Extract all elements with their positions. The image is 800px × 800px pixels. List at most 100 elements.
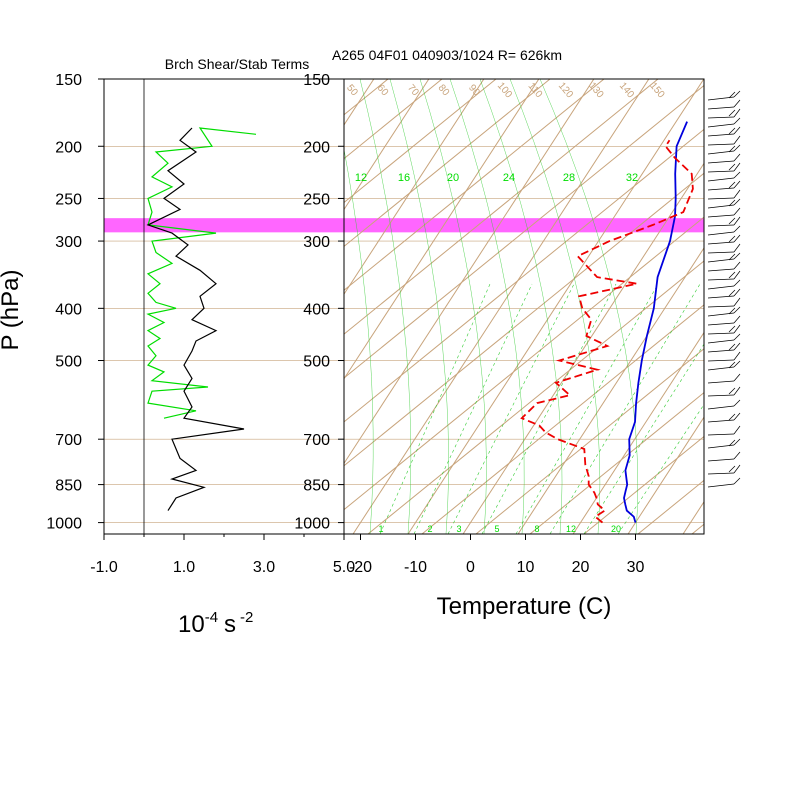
right-y-tick-label: 700 [303,432,330,449]
moist-adiabat-line [389,79,449,534]
left-highlight-band [104,218,344,233]
right-y-tick-label: 150 [303,72,330,89]
wind-barb-flag [728,289,736,297]
dry-adiabat-label: 130 [586,80,605,100]
wind-barb-staff [707,177,735,182]
wind-barb [707,306,741,317]
mixing-ratio-label: 20 [447,172,459,184]
wind-barb [707,243,741,254]
right-title: A265 04F01 040903/1024 R= 626km [332,47,562,63]
wind-barb [707,351,741,362]
wind-barb [707,412,741,423]
wind-barb-staff [707,251,735,254]
wind-barb-staff [707,258,735,263]
wind-barb-flag [728,91,736,99]
wind-barbs [707,90,741,488]
dry-adiabat-line [475,348,704,534]
wind-barb-staff [707,197,735,200]
wind-barb-flag [728,109,736,117]
wind-barb [707,108,741,119]
dry-adiabat-label: 80 [436,83,452,99]
right-highlight-band [344,218,704,233]
wind-barb-flag [733,180,741,189]
wind-barb [707,180,741,191]
wind-barb [707,90,741,101]
wind-barb [707,216,741,227]
wind-barb-flag [733,225,741,233]
dry-adiabat-line [344,172,704,467]
wind-barb-flag [733,243,741,253]
wind-barb-staff [707,332,735,335]
left-y-tick-label: 200 [55,139,82,156]
moist-adiabat-line [509,79,601,534]
wind-barb-flag [728,439,736,447]
wind-barb-flag [733,464,741,474]
wind-barb [707,451,741,462]
mixing-ratio-bottom-label: 3 [456,524,461,534]
isotherm-line [407,79,704,534]
wind-barb [707,288,741,299]
mixing-ratio-label: 12 [355,172,367,184]
dry-adiabat-line [367,260,704,534]
wind-barb-staff [707,295,735,299]
right-frame [343,78,705,535]
wind-barb-flag [733,216,741,226]
left-x-label-unit: s [224,611,236,638]
left-series-line-green [146,127,257,419]
mixing-ratio-label: 24 [503,172,515,184]
dry-adiabat-line [344,216,704,511]
dry-adiabat-line [344,79,551,248]
wind-barb [707,225,741,236]
wind-barb-flag [733,360,741,368]
left-y-tick-label: 150 [55,72,82,89]
wind-barb-flag [728,361,736,369]
wind-barb-staff [707,268,735,272]
wind-barb-flag [733,144,741,152]
wind-barb-flag [728,145,736,153]
mixing-ratio-line [447,283,575,534]
right-background-grid [344,79,704,534]
isotherm-line [462,162,704,534]
wind-barb-staff [707,433,735,436]
wind-barb [707,297,741,308]
dry-adiabat-line [344,128,704,423]
dry-adiabat-line [421,304,704,534]
wind-barb-flag [733,252,741,260]
wind-barb-flag [728,465,736,473]
dry-adiabat-label: 140 [617,80,636,100]
dry-adiabat-label: 150 [647,80,666,100]
mixing-ratio-label: 28 [563,172,575,184]
wind-barb-flag [733,306,741,314]
wind-barb-staff [707,160,735,164]
mixing-ratio-bottom-label: 8 [534,524,539,534]
wind-barb [707,425,741,436]
wind-barb [707,207,741,218]
wind-barb-staff [707,394,735,397]
moist-adiabat-line [449,79,525,534]
wind-barb-staff [707,143,735,146]
wind-barb [707,315,741,326]
wind-barb [707,360,741,371]
wind-barb-flag [733,90,741,98]
wind-barb-staff [707,458,735,462]
wind-barb-flag [728,163,736,171]
wind-barb-staff [707,123,735,128]
wind-barb-flag [733,234,741,243]
mixing-ratio-line [583,343,704,534]
wind-barb [707,399,741,410]
dry-adiabat-line [691,523,704,534]
mixing-ratio-bottom-label: 12 [566,524,576,534]
wind-barb-staff [707,339,735,344]
wind-barb [707,464,741,475]
moist-adiabat-line [344,147,374,534]
wind-barb-staff [707,214,735,218]
right-x-tick-label: 30 [627,559,645,576]
dry-adiabat-label: 100 [495,80,514,100]
wind-barb [707,261,741,272]
wind-barb-flag [733,324,741,334]
mixing-ratio-bottom-label: 2 [427,524,432,534]
isotherm-line [682,500,704,534]
wind-barb [707,198,741,209]
